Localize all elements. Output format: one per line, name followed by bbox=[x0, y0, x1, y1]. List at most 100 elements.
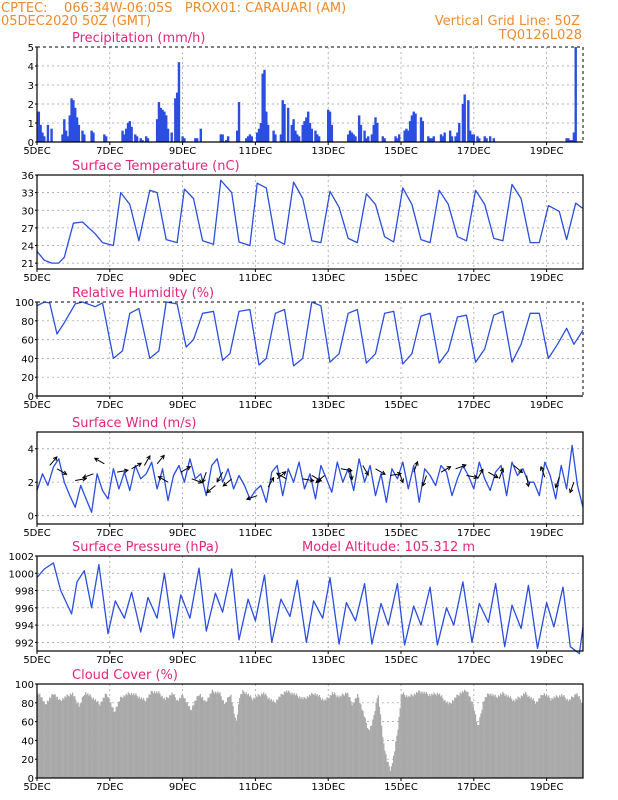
cloud-bar bbox=[444, 699, 446, 778]
cloud-bar bbox=[240, 694, 242, 778]
x-tick-label: 15DEC bbox=[384, 782, 418, 793]
cloud-bar bbox=[548, 695, 550, 778]
y-tick-label: 36 bbox=[21, 171, 34, 182]
cloud-bar bbox=[175, 700, 177, 778]
cloud-bar bbox=[537, 701, 539, 778]
cloud-bar bbox=[442, 698, 444, 778]
cloud-bar bbox=[429, 694, 431, 778]
cloud-bar bbox=[577, 696, 579, 778]
wind-arrow bbox=[246, 495, 258, 500]
cloud-bar bbox=[469, 696, 471, 778]
precip-bar bbox=[454, 136, 457, 142]
cloud-bar bbox=[166, 697, 169, 778]
cloud-bar bbox=[561, 693, 563, 778]
cloud-bar bbox=[194, 700, 196, 778]
cloud-bar bbox=[350, 701, 352, 778]
cloud-bar bbox=[567, 701, 570, 778]
cloud-bar bbox=[65, 697, 67, 778]
cloud-bar bbox=[225, 702, 228, 778]
cloud-bar bbox=[117, 701, 120, 778]
cloud-bar bbox=[116, 706, 119, 778]
wind-arrow bbox=[191, 478, 203, 484]
y-tick-label: 33 bbox=[21, 189, 34, 200]
cloud-bar bbox=[319, 697, 322, 778]
cloud-bar bbox=[468, 696, 470, 778]
x-tick-label: 7DEC bbox=[96, 528, 123, 539]
wind-arrow-head bbox=[216, 477, 221, 483]
cloud-bar bbox=[197, 695, 199, 778]
cloud-bar bbox=[37, 693, 39, 778]
cloud-bar bbox=[441, 695, 443, 778]
cloud-bar bbox=[451, 700, 454, 778]
precip-bar bbox=[383, 138, 386, 142]
cloud-bar bbox=[67, 695, 69, 778]
x-tick-label: 13DEC bbox=[311, 400, 345, 411]
wind-arrow bbox=[158, 476, 169, 483]
cloud-bar bbox=[438, 693, 441, 778]
cloud-bar bbox=[578, 696, 580, 778]
cloud-bar bbox=[532, 698, 535, 778]
cloud-bar bbox=[564, 697, 566, 778]
precip-bar bbox=[66, 136, 70, 142]
cloud-bar bbox=[480, 713, 482, 778]
wind-arrow bbox=[94, 457, 105, 465]
wind-arrow bbox=[526, 475, 529, 487]
cloud-bar bbox=[259, 696, 262, 778]
precip-bar bbox=[141, 140, 144, 142]
cloud-bar bbox=[147, 698, 149, 778]
cloud-bar bbox=[504, 695, 506, 778]
cloud-bar bbox=[439, 696, 442, 778]
cloud-bar bbox=[305, 699, 307, 778]
cloud-bar bbox=[362, 711, 364, 778]
panel-frame bbox=[36, 174, 584, 270]
pres-panel-title: Surface Pressure (hPa) bbox=[72, 540, 219, 555]
cloud-bar bbox=[236, 714, 239, 778]
cloud-bar bbox=[293, 693, 295, 778]
cloud-bar bbox=[398, 716, 400, 778]
cloud-bar bbox=[402, 692, 405, 778]
x-tick-label: 15DEC bbox=[384, 655, 418, 666]
cloud-bar bbox=[435, 695, 437, 778]
wind-arrow bbox=[267, 477, 275, 488]
cloud-bar bbox=[405, 696, 407, 778]
cloud-bar bbox=[481, 709, 483, 778]
cloud-bar bbox=[66, 694, 68, 778]
cloud-bar bbox=[300, 698, 302, 778]
cloud-bar bbox=[268, 697, 270, 778]
wind-arrow bbox=[362, 465, 369, 476]
cloud-bar bbox=[97, 700, 99, 778]
x-tick-label: 19DEC bbox=[530, 146, 564, 157]
cloud-bar bbox=[243, 691, 245, 778]
precip-bar bbox=[468, 130, 472, 142]
precip-bar bbox=[412, 111, 415, 142]
x-tick-label: 11DEC bbox=[239, 782, 273, 793]
wind-arrow-head bbox=[137, 462, 143, 467]
cloud-bar bbox=[413, 693, 416, 778]
wind-arrow-head bbox=[160, 454, 165, 460]
precip-bar bbox=[572, 132, 576, 142]
precip-bar bbox=[485, 138, 488, 142]
cloud-bar bbox=[73, 696, 75, 778]
cloud-bar bbox=[277, 699, 279, 778]
cloud-bar bbox=[176, 699, 179, 778]
cloud-bar bbox=[270, 698, 272, 778]
cloud-bar bbox=[189, 710, 192, 778]
cloud-bar bbox=[242, 690, 244, 778]
cloud-bar bbox=[80, 702, 82, 778]
precip-bar bbox=[259, 123, 263, 142]
cloud-bar bbox=[467, 691, 469, 778]
precip-bar bbox=[290, 124, 293, 142]
precip-bar bbox=[327, 109, 330, 142]
cloud-bar bbox=[150, 691, 152, 778]
cloud-bar bbox=[538, 698, 540, 778]
cloud-bar bbox=[380, 725, 383, 778]
cloud-bar bbox=[83, 694, 86, 778]
precip-bar bbox=[37, 111, 41, 142]
precip-bar bbox=[458, 123, 461, 142]
precip-bar bbox=[281, 100, 284, 142]
precip-bar bbox=[163, 111, 166, 142]
cloud-bar bbox=[351, 705, 353, 778]
cloud-bar bbox=[426, 693, 429, 778]
wind-arrow bbox=[202, 471, 207, 483]
cloud-bar bbox=[385, 754, 387, 778]
